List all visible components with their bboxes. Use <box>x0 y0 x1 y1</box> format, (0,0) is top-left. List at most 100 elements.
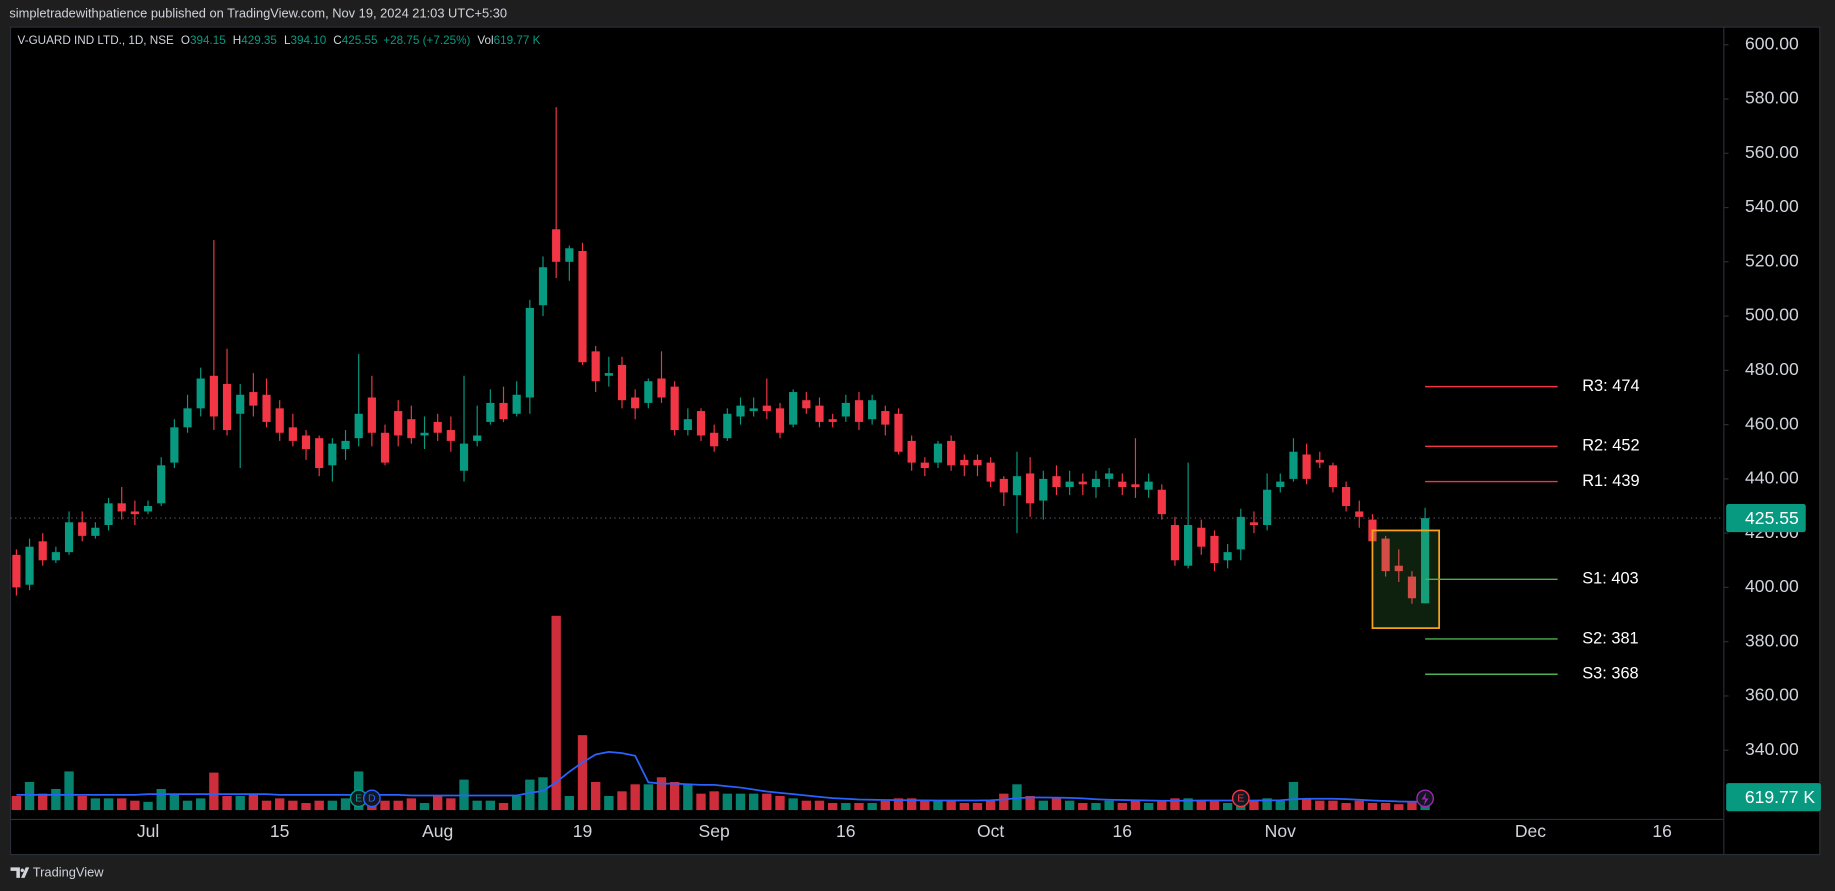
volume-bar <box>1301 798 1312 811</box>
symbol: V-GUARD IND LTD., 1D, NSE <box>18 34 174 47</box>
volume-bar <box>880 800 890 811</box>
brand: TradingView <box>33 865 104 880</box>
candle-body <box>1144 481 1153 490</box>
volume-bar <box>788 798 798 811</box>
last-price-tag <box>1726 504 1806 533</box>
candle-body <box>1065 481 1074 488</box>
x-tick-label: 16 <box>1652 821 1672 841</box>
volume-bar <box>525 779 535 811</box>
volume-bar <box>1367 803 1378 811</box>
x-tick-label: Nov <box>1265 821 1296 841</box>
x-tick-label: 16 <box>836 821 856 841</box>
candle-body <box>696 411 706 436</box>
volume-bar <box>1407 801 1417 811</box>
candle-body <box>236 394 245 414</box>
y-tick-label: 440.00 <box>1745 468 1799 488</box>
volume-bar <box>261 800 272 811</box>
x-tick-label: Dec <box>1515 821 1546 841</box>
event-label: D <box>368 793 376 805</box>
volume-bar <box>643 784 654 811</box>
volume-bar <box>446 798 456 811</box>
candle-body <box>933 443 943 463</box>
volume-bar <box>77 795 87 811</box>
candle-body <box>91 527 100 536</box>
legend-value: 619.77 K <box>494 34 541 47</box>
candle-body <box>394 411 403 436</box>
volume-bar <box>1183 798 1193 811</box>
candle-body <box>1315 459 1324 463</box>
volume-bar <box>156 788 166 811</box>
volume-bar <box>1091 803 1101 811</box>
volume-bar <box>814 800 825 811</box>
volume-bar <box>1064 800 1075 811</box>
volume-bar <box>38 793 48 811</box>
event-marker: E <box>349 789 368 808</box>
volume-bar <box>985 800 996 811</box>
x-tick-label: 19 <box>573 821 593 841</box>
volume-bar <box>1222 803 1233 811</box>
x-tick-label: Aug <box>422 821 453 841</box>
y-tick-label: 380.00 <box>1745 630 1799 650</box>
event-marker: D <box>362 789 381 808</box>
candle-body <box>249 392 258 406</box>
volume-bar <box>841 803 851 811</box>
x-tick-label: 16 <box>1113 821 1133 841</box>
candle-body <box>1170 525 1180 561</box>
candle-body <box>446 430 455 441</box>
volume-bar <box>314 800 324 811</box>
legend-value: 394.10 <box>290 34 326 47</box>
volume-bar <box>1196 800 1206 811</box>
volume-bar <box>511 795 522 811</box>
volume-bar <box>827 803 838 811</box>
candle-body <box>301 435 311 450</box>
candle-body <box>499 402 508 420</box>
candle-body <box>999 478 1008 493</box>
volume-bar <box>801 800 812 811</box>
candle-body <box>1105 473 1114 479</box>
volume-bar <box>103 798 114 811</box>
candle-body <box>262 394 271 422</box>
x-tick-label: 15 <box>270 821 290 841</box>
volume-bar <box>340 798 351 811</box>
candle-body <box>1052 476 1061 488</box>
volume-ma <box>16 750 1426 803</box>
candle-body <box>789 392 798 425</box>
candle-body <box>25 546 34 585</box>
candle-body <box>1421 518 1430 604</box>
volume-bar <box>222 795 232 811</box>
volume-bar <box>538 777 548 811</box>
plot: 340.00360.00380.00400.00420.00440.00460.… <box>10 33 1821 841</box>
volume-bar <box>498 803 509 811</box>
volume-bar <box>51 788 61 811</box>
candle-body <box>868 400 877 420</box>
volume-bar <box>169 793 180 811</box>
candle-body <box>1012 476 1022 496</box>
candle-body <box>1249 522 1259 526</box>
volume-bar <box>867 803 877 811</box>
volume-bar <box>288 800 298 811</box>
candle-body <box>1026 473 1035 504</box>
last-volume-tag <box>1726 783 1821 812</box>
candle-body <box>275 408 284 433</box>
candle-body <box>1091 478 1101 488</box>
volume-bar <box>551 615 561 811</box>
candle-body <box>1394 565 1403 572</box>
volume-bar <box>959 803 969 811</box>
event-circle <box>1231 789 1250 808</box>
volume-bar <box>735 793 746 811</box>
candle-body <box>578 250 587 363</box>
volume-bar <box>683 784 693 811</box>
candle-body <box>222 383 232 431</box>
candle-body <box>380 432 390 463</box>
event-circle <box>362 789 381 808</box>
candle-body <box>12 554 21 588</box>
volume-bar <box>1315 800 1325 811</box>
volume-bar <box>301 803 311 811</box>
y-tick-label: 340.00 <box>1745 739 1799 759</box>
candle-body <box>1236 516 1245 550</box>
candle-body <box>591 351 600 382</box>
volume-bar <box>1328 800 1338 811</box>
candle-body <box>1210 535 1219 563</box>
last-price-label: 425.55 <box>1745 508 1799 528</box>
